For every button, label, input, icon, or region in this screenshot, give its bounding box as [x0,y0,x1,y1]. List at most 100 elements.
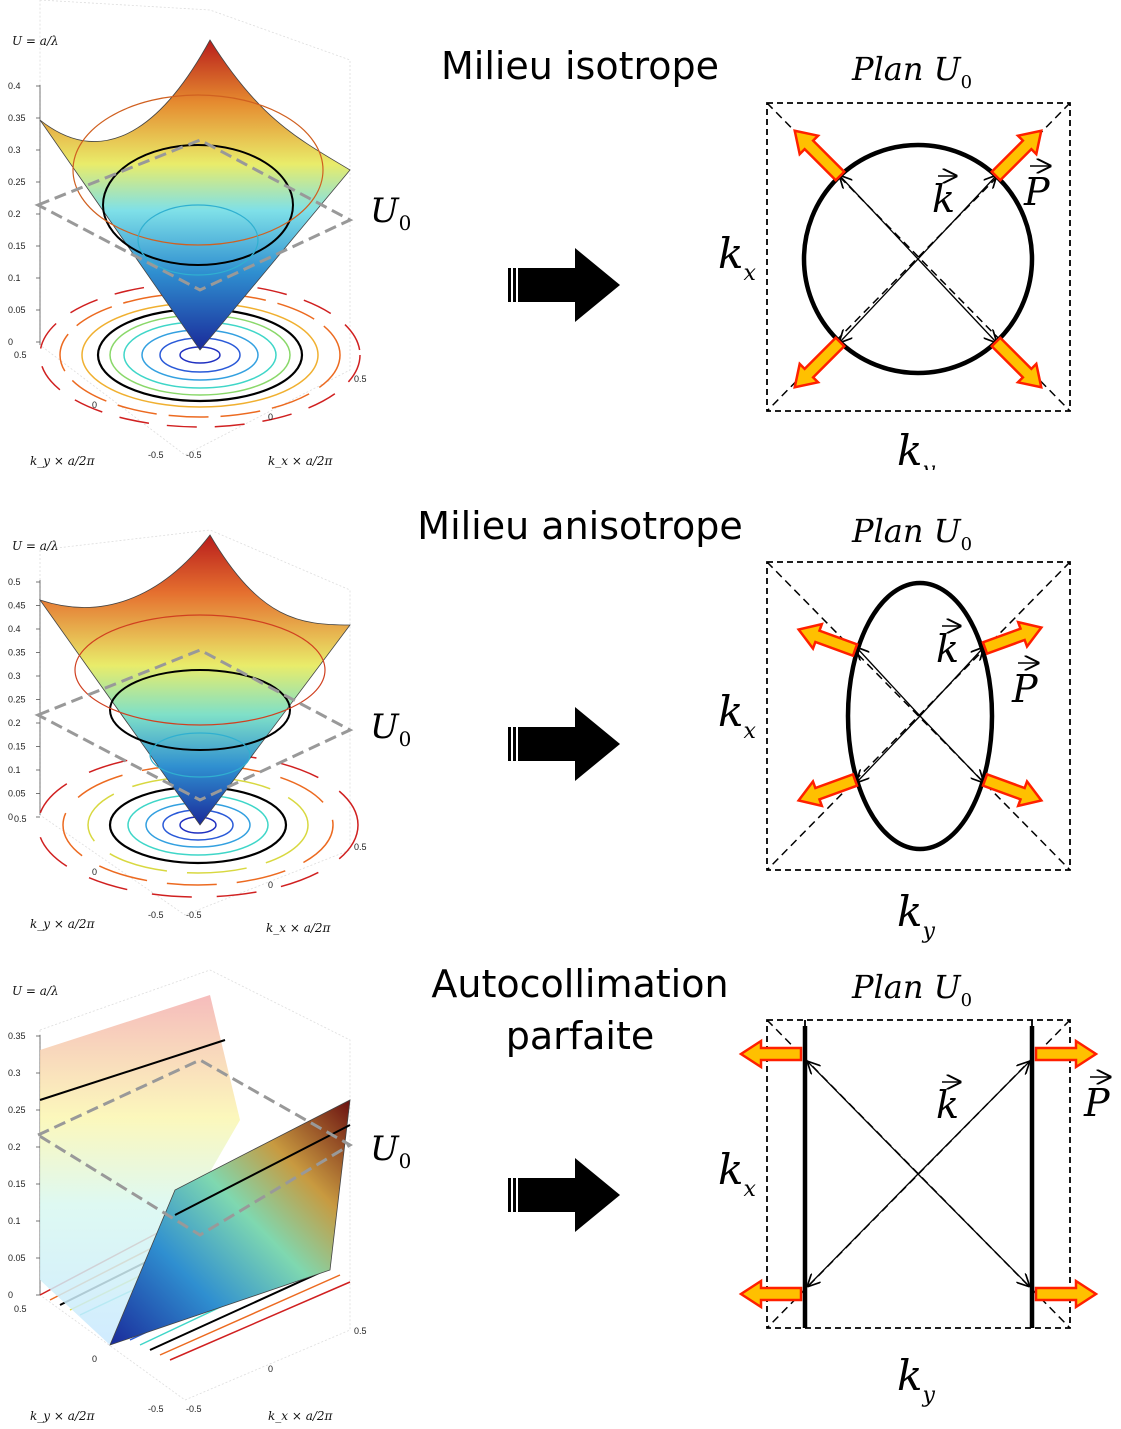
ky-axis-label: k_y × a/2π [30,1409,96,1423]
ky-label: ky [897,1351,935,1408]
title-line: Autocollimation [431,962,729,1006]
y-tick-label: 0.05 [8,1253,26,1263]
y-tick-label: 0.2 [8,718,21,728]
y-tick-label: 0 [8,1290,13,1300]
aniso-contour-ellipse [845,580,995,852]
ky-tick: 0.5 [14,814,27,824]
kx-tick: -0.5 [186,450,202,460]
u-axis-label: U = a/λ [12,34,59,48]
p-vector-label: P [1023,170,1051,214]
u0-plane [34,138,354,292]
panel-anisotropic: 0.5 0.45 0.4 0.35 0.3 0.25 0.2 0.15 0.1 0.05 0 U =… [0,470,1121,950]
transition-arrow [508,707,620,781]
u0-plane [34,1058,353,1237]
plane-diagram-anisotropic: k P [766,561,1071,871]
y-tick-label: 0.05 [8,789,26,799]
title-line: Milieu anisotrope [417,504,743,548]
ky-tick: -0.5 [148,1404,164,1414]
panel-title: Milieu isotrope [420,40,740,92]
kx-label: kx [718,687,756,744]
cone-surface [38,534,351,826]
k-vector-label: k [936,1083,959,1127]
u-axis-label: U = a/λ [12,984,59,998]
y-tick-label: 0.05 [8,305,26,315]
transition-arrow [508,248,620,322]
ky-tick: -0.5 [148,450,164,460]
wedge-surface-back [40,995,240,1345]
ky-tick: 0 [92,867,97,877]
plane-diagram-isotropic: k P [766,102,1071,412]
y-tick-label: 0.25 [8,695,26,705]
k-vector-label: k [936,627,959,671]
ky-tick: -0.5 [148,910,164,920]
wedge-surface-front [109,1099,351,1346]
surface-plot-autocollimation: 0.35 0.3 0.25 0.2 0.15 0.1 0.05 0 U = a/λ 0.5 0… [8,969,367,1423]
panel-autocollimation-graphics: 0.35 0.3 0.25 0.2 0.15 0.1 0.05 0 U = a/λ 0.5 0… [8,968,1121,1423]
kx-tick: -0.5 [186,910,202,920]
kx-axis-label: k_x × a/2π [268,1409,334,1423]
panel-isotropic-graphics: 0.4 0.35 0.3 0.25 0.2 0.15 0.1 0.05 0 U = a/λ 0.… [8,0,1071,470]
y-tick-label: 0.35 [8,648,26,658]
y-tick-label: 0.35 [8,1031,26,1041]
y-tick-label: 0.25 [8,177,26,187]
plane-diagram-autocollimation: k P [738,1019,1111,1329]
u0-label: U0 [370,191,411,235]
y-tick-label: 0.2 [8,1142,21,1152]
ky-axis-label: k_y × a/2π [30,917,96,931]
y-tick-label: 0.15 [8,1179,26,1189]
y-tick-label: 0.5 [8,577,21,587]
kx-label: kx [718,229,756,286]
y-tick-label: 0.15 [8,241,26,251]
y-tick-label: 0.35 [8,113,26,123]
surface-plot-anisotropic: 0.5 0.45 0.4 0.35 0.3 0.25 0.2 0.15 0.1 0.05 0 U =… [8,529,367,935]
y-tick-label: 0.45 [8,601,26,611]
kx-axis-label: k_x × a/2π [268,454,334,468]
y-tick-label: 0.1 [8,273,21,283]
kx-tick: 0 [268,880,273,890]
poynting-arrows [793,129,1043,389]
y-tick-label: 0.4 [8,624,21,634]
panel-isotropic: 0.4 0.35 0.3 0.25 0.2 0.15 0.1 0.05 0 U = a/λ 0.… [0,0,1121,470]
kx-tick: 0.5 [354,374,367,384]
u0-plane [34,648,354,802]
y-tick-label: 0 [8,812,13,822]
y-tick-label: 0.3 [8,1068,21,1078]
ky-tick: 0.5 [14,350,27,360]
p-vector-label: P [1083,1081,1111,1125]
ky-tick: 0 [92,400,97,410]
u-axis-label: U = a/λ [12,539,59,553]
y-tick-label: 0.3 [8,145,21,155]
ky-tick: 0.5 [14,1304,27,1314]
kx-label: kx [718,1145,756,1202]
plan-label: Plan U0 [851,512,972,555]
plan-label: Plan U0 [851,50,972,93]
panel-anisotropic-graphics: 0.5 0.45 0.4 0.35 0.3 0.25 0.2 0.15 0.1 0.05 0 U =… [8,512,1071,944]
y-tick-label: 0.1 [8,1216,21,1226]
iso-contour-circle [801,142,1035,376]
k-vector-label: k [932,177,955,221]
poynting-arrows [796,620,1044,808]
y-tick-label: 0.4 [8,81,21,91]
panel-autocollimation: 0.35 0.3 0.25 0.2 0.15 0.1 0.05 0 U = a/λ 0.5 0… [0,950,1121,1429]
kx-tick: 0 [268,1364,273,1374]
y-tick-label: 0.3 [8,671,21,681]
y-tick-label: 0.25 [8,1105,26,1115]
y-tick-label: 0.2 [8,209,21,219]
title-line: parfaite [505,1014,655,1058]
y-tick-label: 0.1 [8,765,21,775]
surface-plot-isotropic: 0.4 0.35 0.3 0.25 0.2 0.15 0.1 0.05 0 U = a/λ 0.… [8,0,367,468]
plan-label: Plan U0 [851,968,972,1011]
ky-tick: 0 [92,1354,97,1364]
kx-tick: -0.5 [186,1404,202,1414]
ky-axis-label: k_y × a/2π [30,454,96,468]
kx-axis-label: k_x × a/2π [266,921,332,935]
title-line: Milieu isotrope [440,44,720,88]
kx-tick: 0.5 [354,842,367,852]
ky-label: ky [897,426,935,470]
panel-title: Milieu anisotrope [400,500,760,552]
panel-title: Autocollimation parfaite [410,958,750,1062]
poynting-arrows [738,1038,1099,1310]
kx-tick: 0 [268,412,273,422]
p-vector-label: P [1011,667,1039,711]
y-tick-label: 0.15 [8,742,26,752]
